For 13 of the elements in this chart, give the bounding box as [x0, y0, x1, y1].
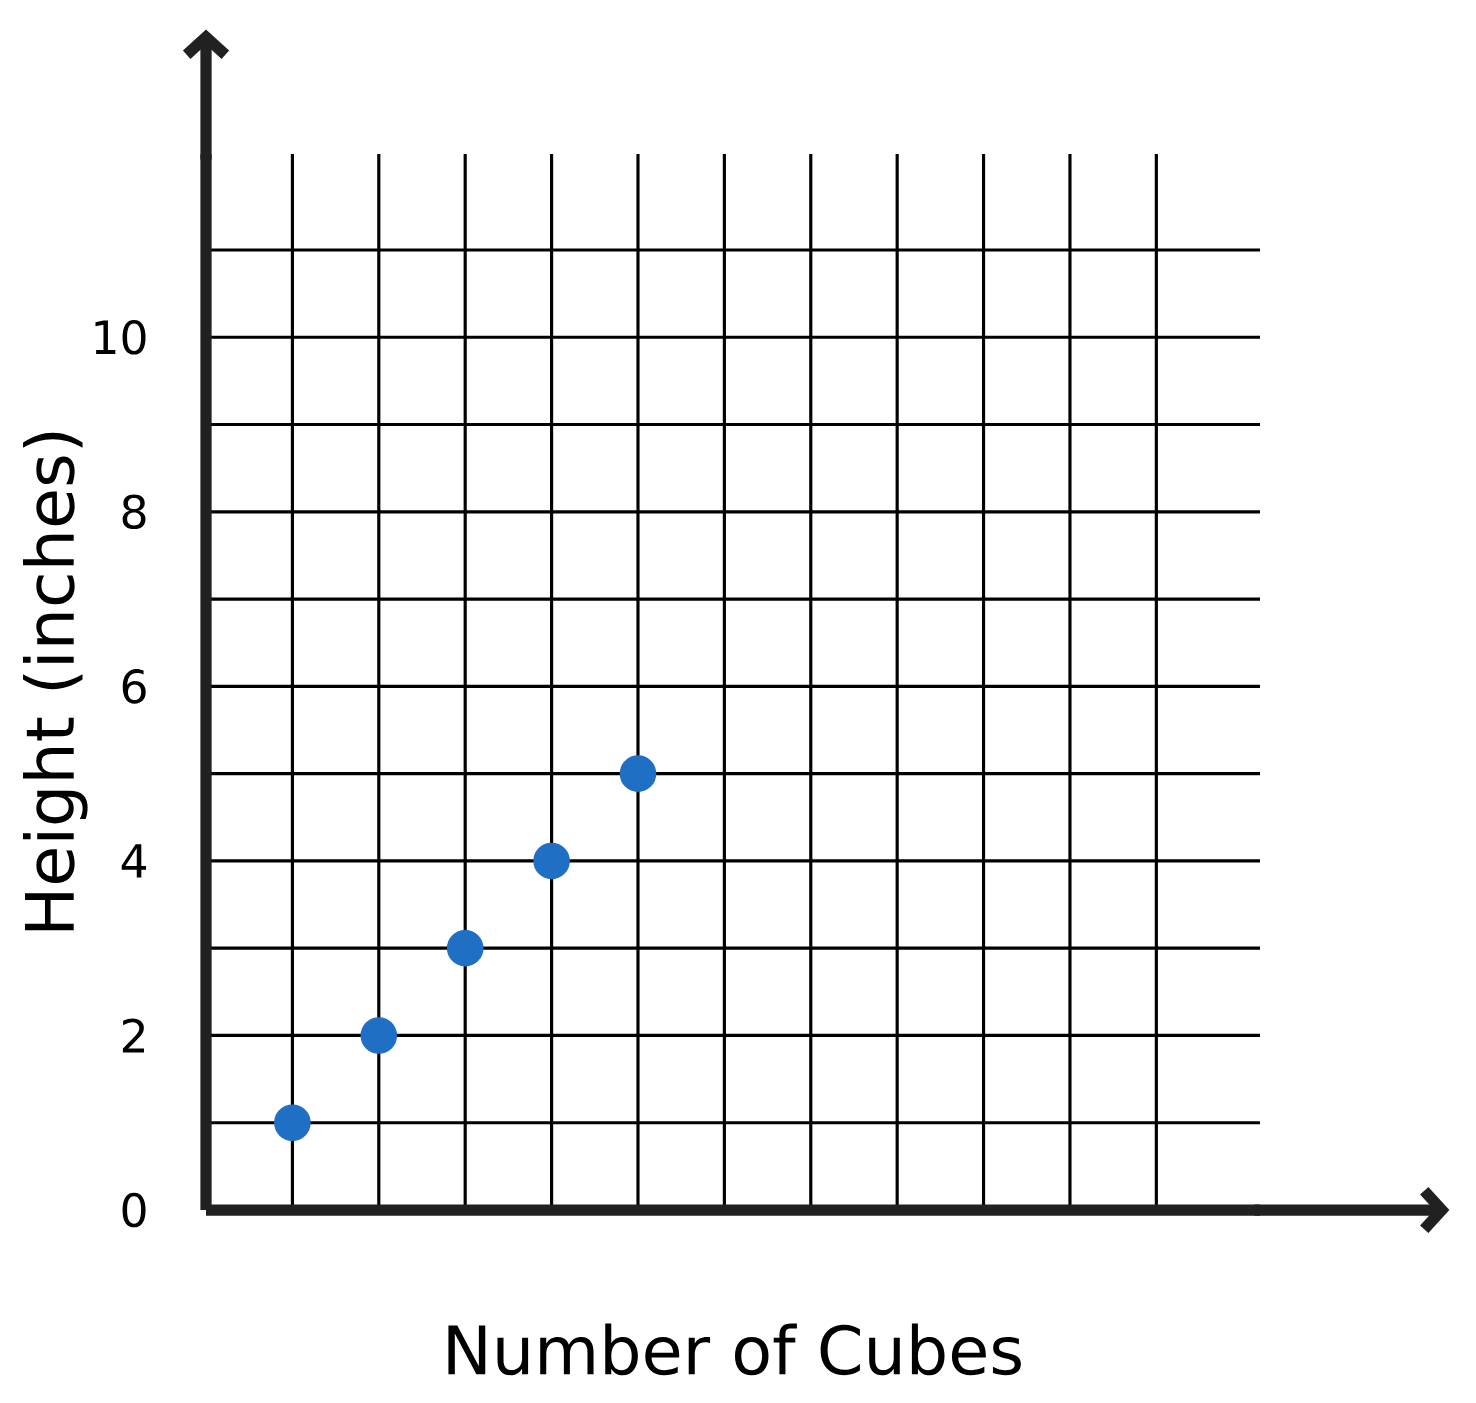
y-tick-label: 0: [122, 1192, 146, 1228]
point: [619, 755, 657, 792]
x-axis-title: Number of Cubes: [448, 1323, 1021, 1376]
point: [533, 842, 570, 880]
y-tick-label: 10: [95, 319, 146, 355]
y-axis-title: Height (inches): [23, 432, 88, 931]
y-tick-label: 8: [122, 494, 146, 530]
point: [274, 1104, 311, 1142]
y-tick-label: 6: [122, 669, 146, 704]
y-tick-label: 4: [121, 844, 147, 878]
y-tick-label: 2: [122, 1018, 144, 1053]
point: [446, 929, 484, 967]
point: [360, 1017, 398, 1054]
